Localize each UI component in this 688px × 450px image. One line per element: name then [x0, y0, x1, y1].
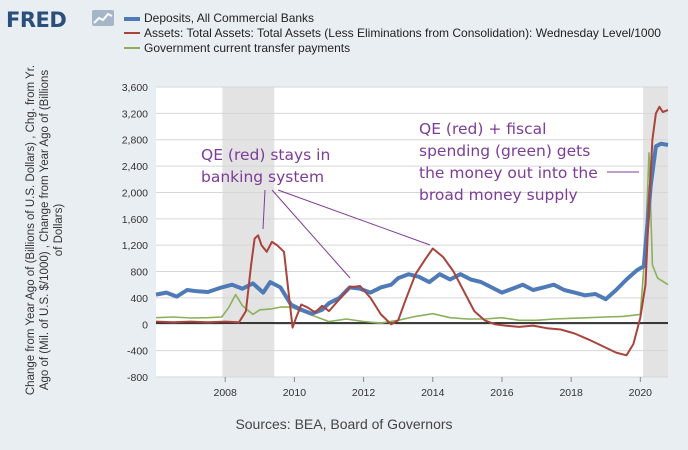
y-tick-label: 800	[130, 267, 148, 279]
legend-item-deposits[interactable]: Deposits, All Commercial Banks	[124, 12, 664, 25]
annotation-line: QE (red) + fiscal	[419, 120, 546, 138]
annotation-line: banking system	[201, 168, 324, 186]
y-tick-label: 3,200	[122, 108, 148, 120]
series-lines	[155, 105, 669, 357]
legend-label: Deposits, All Commercial Banks	[144, 11, 315, 25]
fred-logo: FRED	[6, 8, 67, 32]
legend-swatch	[124, 17, 140, 21]
y-tick-label: -800	[127, 372, 148, 384]
recession-band	[222, 87, 275, 377]
legend-label: Government current transfer payments	[144, 41, 351, 55]
annotation-arrow	[277, 189, 431, 246]
x-tick-label: 2010	[283, 387, 307, 399]
x-tick-label: 2018	[559, 387, 583, 399]
y-tick-label: 400	[130, 293, 148, 305]
annotation-broad-money: QE (red) + fiscal spending (green) gets …	[419, 120, 639, 204]
y-tick-label: 2,000	[122, 187, 148, 199]
y-tick-label: 0	[142, 319, 148, 331]
source-note: Sources: BEA, Board of Governors	[235, 416, 453, 432]
y-tick-label: 3,600	[122, 82, 148, 94]
x-tick-label: 2014	[421, 387, 445, 399]
y-tick-label: 1,200	[122, 240, 148, 252]
x-tick-label: 2008	[214, 387, 238, 399]
annotation-banking-system: QE (red) stays in banking system	[201, 146, 431, 279]
y-axis-ticks: -800 -400 0 400 800 1,200 1,600 2,000 2,400 2,800…	[122, 82, 148, 384]
legend: Deposits, All Commercial Banks Assets: T…	[124, 12, 664, 57]
legend-item-assets[interactable]: Assets: Total Assets: Total Assets (Less…	[124, 27, 664, 40]
gridlines	[156, 86, 668, 378]
legend-swatch	[124, 32, 140, 34]
x-tick-label: 2016	[490, 387, 514, 399]
x-tick-label: 2020	[629, 387, 653, 399]
annotation-line: broad money supply	[419, 186, 578, 204]
y-tick-label: 2,400	[122, 161, 148, 173]
annotation-line: spending (green) gets	[419, 142, 590, 160]
annotation-arrow	[271, 189, 351, 279]
fred-chart-icon	[92, 10, 114, 26]
legend-item-transfers[interactable]: Government current transfer payments	[124, 42, 664, 55]
legend-label: Assets: Total Assets: Total Assets (Less…	[144, 26, 661, 40]
annotation-line: the money out into the	[419, 164, 598, 182]
x-axis-ticks: 2008 2010 2012 2014 2016 2018 2020	[214, 377, 653, 399]
annotation-line: QE (red) stays in	[201, 146, 330, 164]
y-tick-label: 1,600	[122, 214, 148, 226]
annotation-arrow	[262, 189, 266, 230]
y-tick-label: 2,800	[122, 135, 148, 147]
x-tick-label: 2012	[352, 387, 376, 399]
series-line-1	[155, 105, 669, 357]
y-tick-label: -400	[127, 346, 148, 358]
legend-swatch	[124, 47, 140, 49]
